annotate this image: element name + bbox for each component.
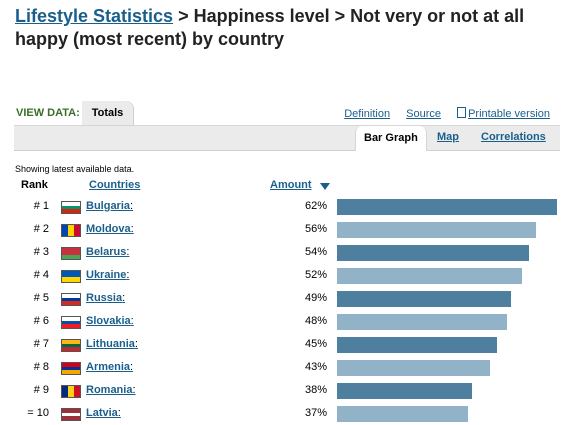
tab-correlations[interactable]: Correlations (481, 131, 546, 143)
table-row: # 3 Belarus: 54% (14, 245, 560, 264)
country-link[interactable]: Bulgaria: (86, 200, 134, 212)
amount-value: 38% (304, 384, 327, 396)
amount-value: 62% (304, 200, 327, 212)
rank-value: # 5 (33, 292, 49, 304)
rank-value: # 3 (33, 246, 49, 258)
amount-bar (337, 245, 529, 261)
table-row: # 2 Moldova: 56% (14, 222, 560, 241)
page-title-rest: > Happiness level > Not very or not at a… (15, 6, 525, 49)
rank-value: # 6 (33, 315, 49, 327)
country-colon: : (122, 292, 126, 304)
country-colon: : (126, 246, 130, 258)
country-link[interactable]: Latvia: (86, 407, 121, 419)
data-note: Showing latest available data. (15, 164, 135, 174)
moldova-flag-icon (61, 224, 81, 237)
view-subtabs: Bar Graph Map Correlations (14, 126, 560, 151)
amount-column-header[interactable]: Amount (270, 179, 312, 191)
slovakia-flag-icon (61, 316, 81, 329)
page-links: Definition Source Printable version (331, 107, 550, 120)
lifestyle-statistics-link[interactable]: Lifestyle Statistics (15, 6, 174, 26)
amount-bar (337, 383, 472, 399)
rank-value: = 10 (27, 407, 49, 419)
tab-bar-graph[interactable]: Bar Graph (355, 126, 427, 151)
table-row: # 7 Lithuania: 45% (14, 337, 560, 356)
printable-version-link[interactable]: Printable version (457, 107, 550, 120)
bulgaria-flag-icon (61, 201, 81, 214)
sort-descending-icon[interactable] (320, 183, 330, 190)
latvia-flag-icon (61, 408, 81, 421)
amount-bar (337, 406, 468, 422)
rank-value: # 2 (33, 223, 49, 235)
country-colon: : (134, 338, 138, 350)
country-link[interactable]: Romania: (86, 384, 136, 396)
table-row: # 4 Ukraine: 52% (14, 268, 560, 287)
rank-value: # 7 (33, 338, 49, 350)
ukraine-flag-icon (61, 270, 81, 283)
amount-value: 43% (304, 361, 327, 373)
amount-bar (337, 314, 507, 330)
amount-bar (337, 268, 522, 284)
table-row: # 1 Bulgaria: 62% (14, 199, 560, 218)
country-link[interactable]: Slovakia: (86, 315, 134, 327)
table-row: # 5 Russia: 49% (14, 291, 560, 310)
table-row: # 6 Slovakia: 48% (14, 314, 560, 333)
definition-link[interactable]: Definition (344, 108, 391, 120)
country-link[interactable]: Lithuania: (86, 338, 138, 350)
armenia-flag-icon (61, 362, 81, 375)
tab-totals[interactable]: Totals (82, 101, 134, 125)
country-link[interactable]: Moldova: (86, 223, 134, 235)
amount-bar (337, 291, 511, 307)
source-link[interactable]: Source (406, 108, 441, 120)
rank-value: # 9 (33, 384, 49, 396)
amount-value: 56% (304, 223, 327, 235)
rank-value: # 8 (33, 361, 49, 373)
printable-version-label: Printable version (468, 108, 550, 120)
rank-column-header: Rank (21, 179, 48, 191)
country-colon: : (130, 361, 134, 373)
table-row: # 8 Armenia: 43% (14, 360, 560, 379)
country-colon: : (130, 315, 134, 327)
amount-value: 45% (304, 338, 327, 350)
amount-bar (337, 199, 557, 215)
amount-bar (337, 337, 497, 353)
belarus-flag-icon (61, 247, 81, 260)
country-link[interactable]: Russia: (86, 292, 126, 304)
amount-value: 54% (304, 246, 327, 258)
rank-value: # 1 (33, 200, 49, 212)
amount-bar (337, 222, 536, 238)
amount-bar (337, 360, 490, 376)
lithuania-flag-icon (61, 339, 81, 352)
russia-flag-icon (61, 293, 81, 306)
rank-value: # 4 (33, 269, 49, 281)
country-link[interactable]: Armenia: (86, 361, 134, 373)
country-link[interactable]: Belarus: (86, 246, 130, 258)
amount-value: 37% (304, 407, 327, 419)
romania-flag-icon (61, 385, 81, 398)
amount-value: 52% (304, 269, 327, 281)
country-colon: : (132, 384, 136, 396)
tab-map[interactable]: Map (437, 131, 459, 143)
country-colon: : (117, 407, 121, 419)
view-data-tabbar: VIEW DATA: Totals Definition Source Prin… (14, 101, 560, 126)
view-data-label: VIEW DATA: (16, 107, 80, 119)
table-row: # 9 Romania: 38% (14, 383, 560, 402)
printer-icon (457, 107, 467, 118)
table-row: = 10 Latvia: 37% (14, 406, 560, 425)
country-link[interactable]: Ukraine: (86, 269, 130, 281)
country-colon: : (126, 269, 130, 281)
amount-value: 49% (304, 292, 327, 304)
country-colon: : (130, 200, 134, 212)
page-title: Lifestyle Statistics > Happiness level >… (15, 5, 560, 51)
country-colon: : (130, 223, 134, 235)
countries-column-header[interactable]: Countries (89, 179, 141, 191)
amount-value: 48% (304, 315, 327, 327)
